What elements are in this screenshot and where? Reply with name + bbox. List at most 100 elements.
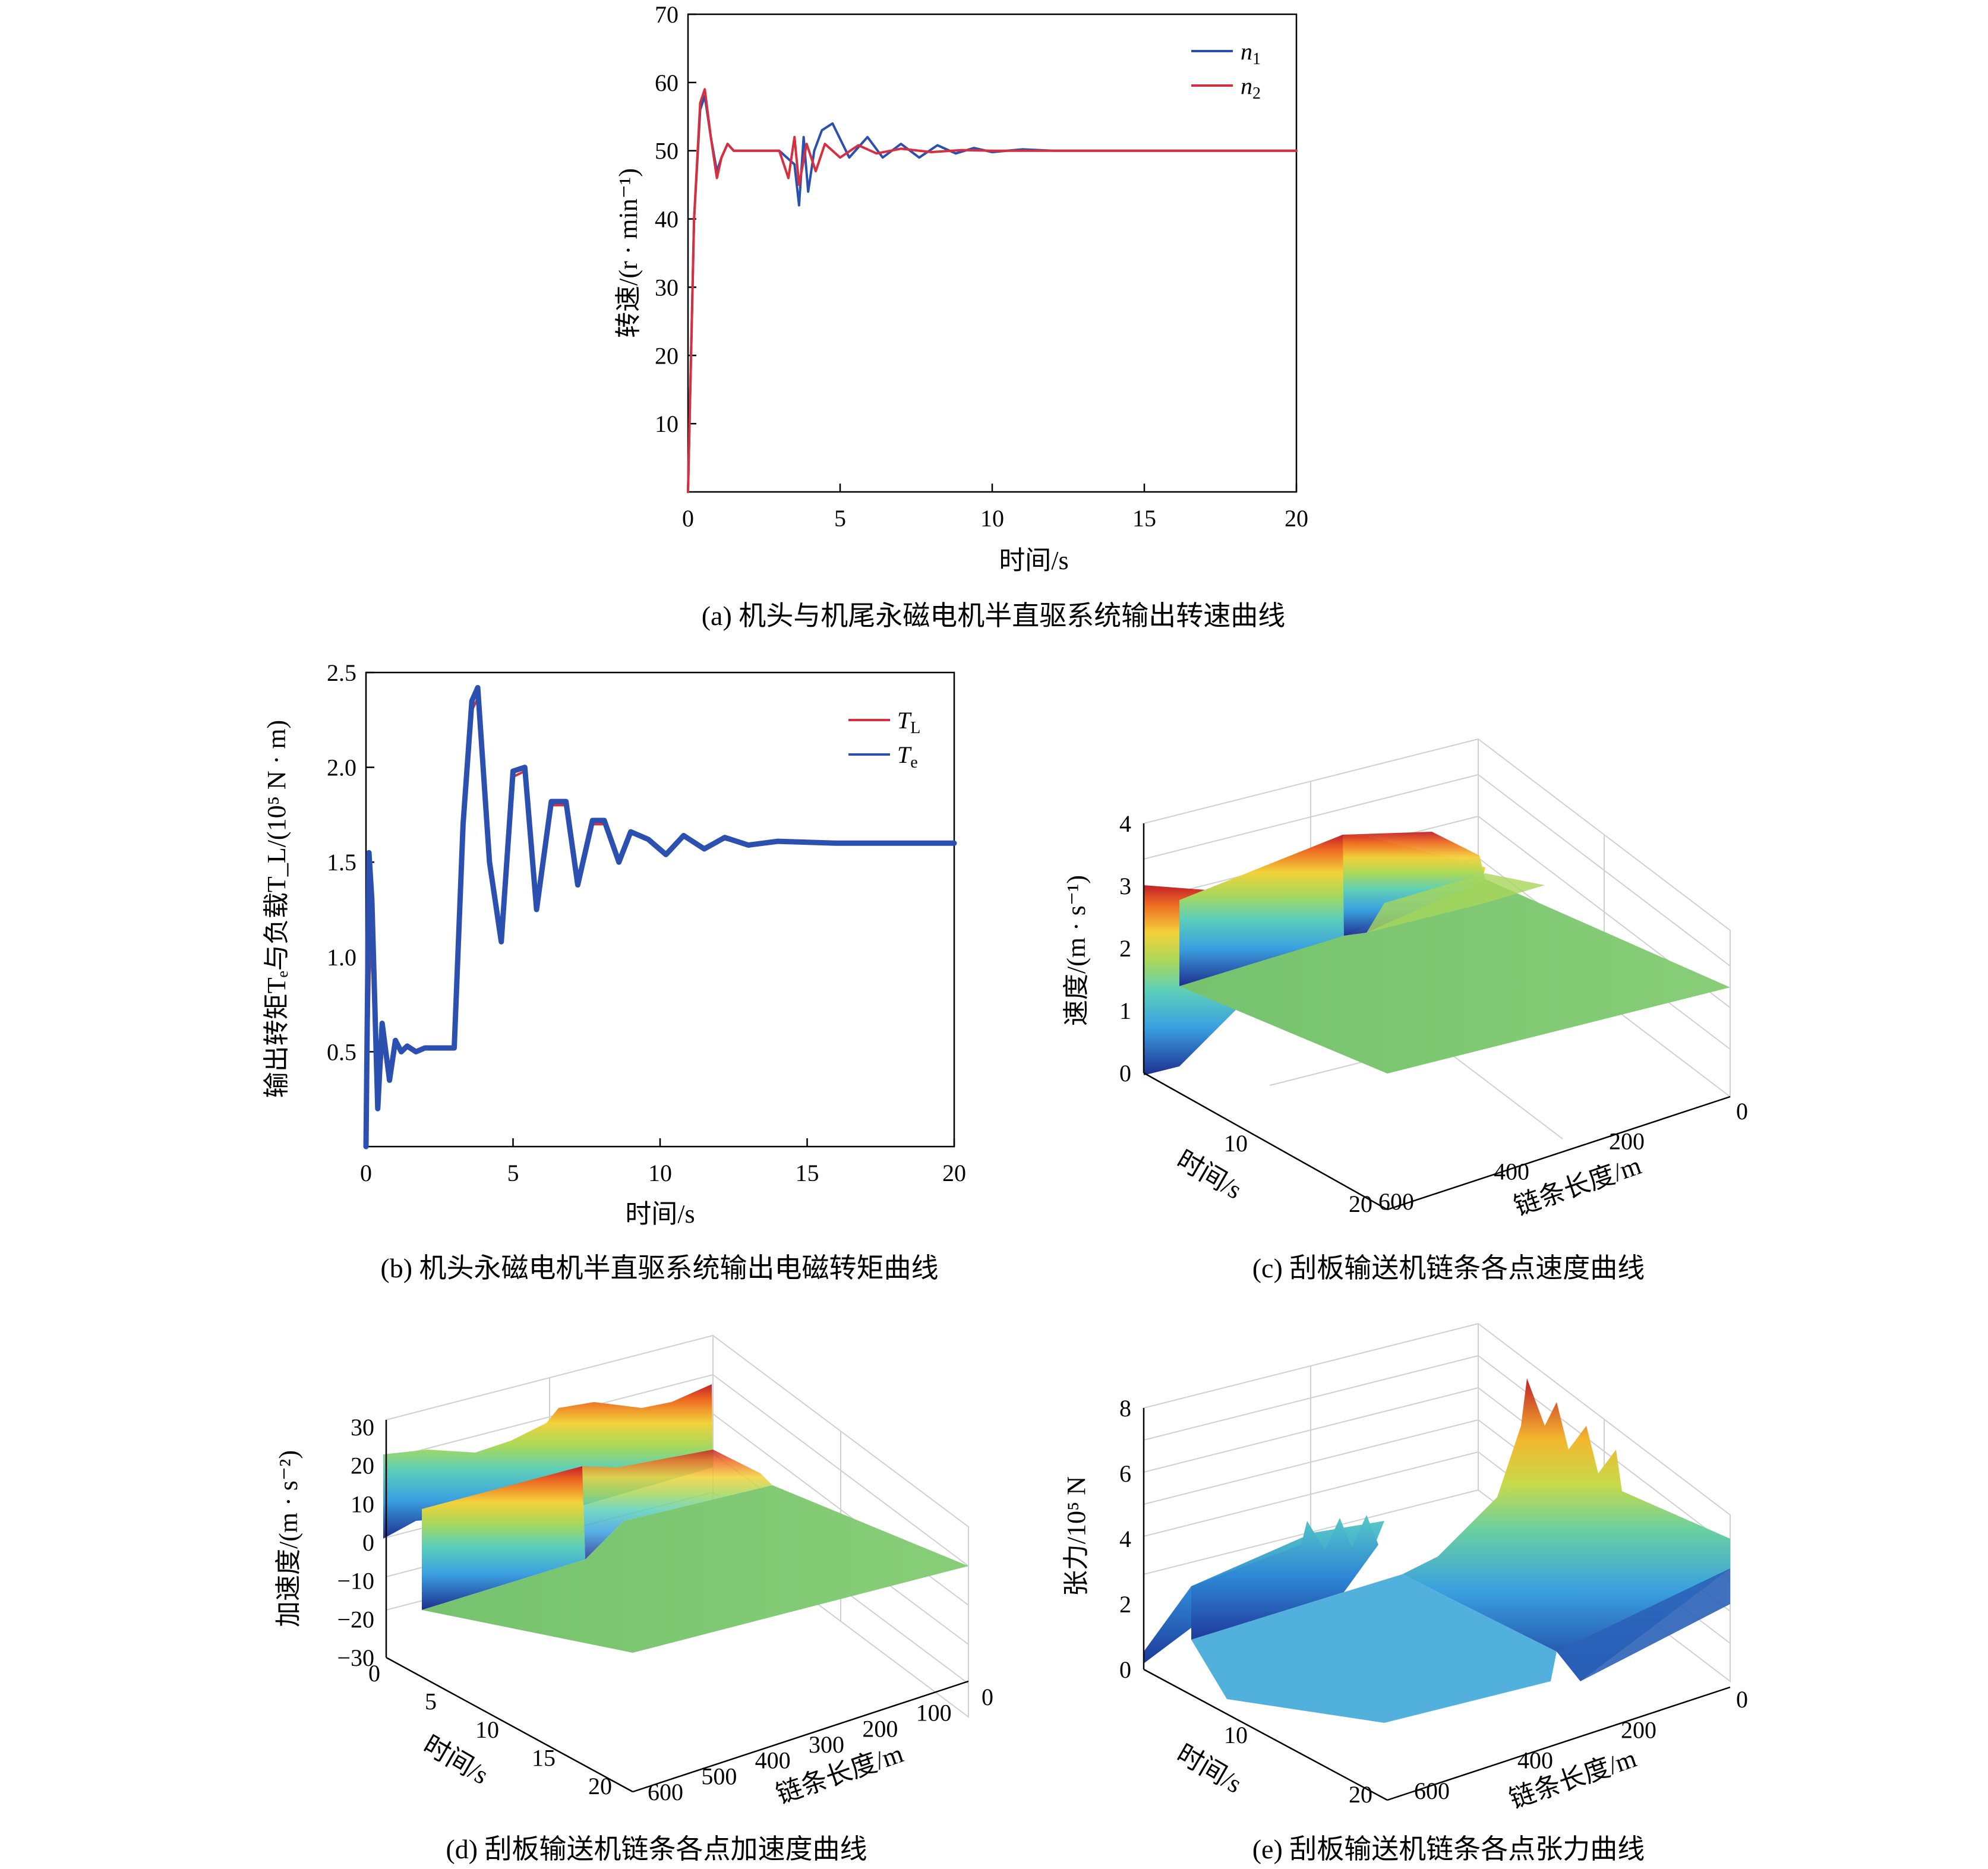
- chart-b-ticks: 0 5 10 15 20 0.5 1.0 1.5 2.0 2.5: [327, 659, 966, 1186]
- c-length-tick-label: 400: [1494, 1158, 1529, 1185]
- c-ztick-label: 0: [1119, 1060, 1131, 1087]
- chart-c-zlabel: 速度/(m · s⁻¹): [1062, 875, 1091, 1026]
- chart-c-caption: (c) 刮板输送机链条各点速度曲线: [1252, 1253, 1645, 1283]
- chart-d-surface-front-wall: [422, 1466, 585, 1610]
- a-ytick-label: 20: [655, 342, 679, 369]
- e-length-tick-label: 400: [1517, 1747, 1553, 1774]
- chart-e-caption: (e) 刮板输送机链条各点张力曲线: [1252, 1834, 1645, 1864]
- chart-b-ylabel: 输出转矩Tₑ与负载T_L/(10⁵ N · m): [262, 720, 291, 1098]
- c-ztick-label: 3: [1119, 873, 1131, 899]
- b-xtick-label: 20: [942, 1160, 966, 1186]
- chart-e-surface-mid-band: [1191, 1574, 1557, 1723]
- chart-d-surface-crest: [582, 1450, 772, 1559]
- c-length-tick-label: 600: [1378, 1188, 1414, 1215]
- d-ztick-label: 0: [362, 1529, 374, 1556]
- chart-d-surface-steady-plane: [422, 1485, 968, 1653]
- d-time-tick-label: 5: [425, 1688, 437, 1715]
- d-length-tick-label: 100: [916, 1700, 952, 1726]
- b-ytick-label: 2.5: [327, 659, 356, 686]
- d-ztick-label: −20: [337, 1606, 374, 1633]
- e-ztick-label: 2: [1119, 1591, 1131, 1618]
- chart-c-surface-crest: [1343, 832, 1485, 936]
- b-ytick-label: 1.5: [327, 849, 356, 876]
- a-xtick-label: 0: [682, 505, 694, 532]
- a-xtick-label: 10: [980, 505, 1004, 532]
- a-xtick-label: 20: [1285, 505, 1308, 532]
- chart-d-caption: (d) 刮板输送机链条各点加速度曲线: [446, 1834, 867, 1864]
- d-time-tick-label: 0: [368, 1660, 380, 1687]
- chart-c-surface-steady-plane: [1179, 879, 1730, 1074]
- d-length-tick-label: 300: [809, 1731, 844, 1758]
- b-ytick-label: 2.0: [327, 754, 356, 781]
- c-length-tick-label: 200: [1609, 1128, 1645, 1155]
- chart-a-ylabel: 转速/(r · min⁻¹): [614, 168, 643, 338]
- d-length-tick-label: 200: [862, 1715, 898, 1742]
- e-time-tick-label: 20: [1349, 1781, 1372, 1808]
- chart-e-surface-tension-ridge: [1402, 1378, 1730, 1681]
- chart-b-plot-area: [365, 671, 955, 1148]
- d-length-tick-label: 0: [982, 1684, 993, 1710]
- d-length-tick-label: 500: [701, 1763, 737, 1789]
- chart-a-ticks: 0 5 10 15 20 10 20 30 40 50 60 70: [655, 1, 1308, 532]
- e-length-tick-label: 200: [1621, 1716, 1656, 1743]
- e-ztick-label: 4: [1119, 1526, 1131, 1552]
- c-ztick-label: 4: [1119, 810, 1131, 837]
- e-ztick-label: 8: [1119, 1395, 1131, 1422]
- e-ztick-label: 0: [1119, 1656, 1131, 1683]
- e-length-tick-label: 0: [1736, 1686, 1748, 1713]
- b-xtick-label: 5: [507, 1160, 519, 1186]
- a-ytick-label: 60: [655, 70, 679, 96]
- chart-e-zlabel: 张力/10⁵ N: [1062, 1476, 1091, 1596]
- a-series-n2-line: [687, 88, 1298, 493]
- chart-a: 0 5 10 15 20 10 20 30 40 50 60 70 n1 n2 时间/s 转速/(r …: [614, 1, 1308, 631]
- a-series-n1-line: [687, 94, 1298, 493]
- e-time-tick-label: 10: [1224, 1722, 1248, 1748]
- chart-c-surface-ripples: [1367, 873, 1545, 933]
- b-ytick-label: 1.0: [327, 944, 356, 971]
- b-series-Te-line: [363, 685, 957, 1150]
- e-length-tick-label: 600: [1414, 1778, 1450, 1804]
- chart-b: 0 5 10 15 20 0.5 1.0 1.5 2.0 2.5 TL Te 时间/s 输出转矩T…: [262, 659, 966, 1283]
- chart-e-surface-front-wall: [1191, 1515, 1378, 1640]
- chart-a-xlabel: 时间/s: [999, 546, 1068, 575]
- d-ztick-label: 10: [351, 1491, 374, 1517]
- legend-label-Te: Te: [897, 741, 918, 772]
- d-time-tick-label: 10: [475, 1716, 499, 1743]
- chart-a-legend: n1 n2: [1191, 38, 1261, 103]
- c-time-tick-label: 10: [1224, 1130, 1248, 1157]
- a-xtick-label: 5: [834, 505, 846, 532]
- d-length-tick-label: 600: [648, 1779, 683, 1805]
- chart-d-zlabel: 加速度/(m · s⁻²): [274, 1450, 303, 1627]
- d-length-tick-label: 400: [755, 1747, 791, 1774]
- chart-b-caption: (b) 机头永磁电机半直驱系统输出电磁转矩曲线: [380, 1253, 938, 1283]
- c-length-tick-label: 0: [1736, 1098, 1748, 1125]
- b-ytick-label: 0.5: [327, 1038, 356, 1065]
- chart-e-surface-ridge-shadow: [1557, 1568, 1730, 1681]
- c-time-tick-label: 20: [1349, 1191, 1372, 1217]
- a-ytick-label: 10: [655, 411, 679, 437]
- c-ztick-label: 2: [1119, 935, 1131, 962]
- chart-a-caption: (a) 机头与机尾永磁电机半直驱系统输出转速曲线: [702, 601, 1286, 631]
- d-ztick-label: 20: [351, 1453, 374, 1479]
- b-xtick-label: 10: [648, 1160, 672, 1186]
- a-ytick-label: 40: [655, 206, 679, 233]
- chart-b-xlabel: 时间/s: [625, 1199, 695, 1229]
- a-xtick-label: 15: [1132, 505, 1156, 532]
- c-ztick-label: 1: [1119, 997, 1131, 1024]
- d-time-tick-label: 20: [588, 1773, 612, 1799]
- chart-d-ticks: 3020100−10−20−30051015200100200300400500…: [337, 1414, 993, 1805]
- d-ztick-label: −30: [337, 1644, 374, 1671]
- chart-d: 3020100−10−20−30051015200100200300400500…: [274, 1334, 993, 1864]
- d-ztick-label: −10: [337, 1568, 374, 1595]
- chart-b-lines: [363, 685, 957, 1150]
- a-ytick-label: 70: [655, 1, 679, 28]
- legend-label-TL: TL: [897, 707, 920, 737]
- chart-c-ylabel: 链条长度/m: [1510, 1151, 1645, 1221]
- e-ztick-label: 6: [1119, 1460, 1131, 1487]
- d-time-tick-label: 15: [532, 1745, 556, 1772]
- legend-label-n1: n1: [1241, 38, 1261, 68]
- a-ytick-label: 30: [655, 274, 679, 301]
